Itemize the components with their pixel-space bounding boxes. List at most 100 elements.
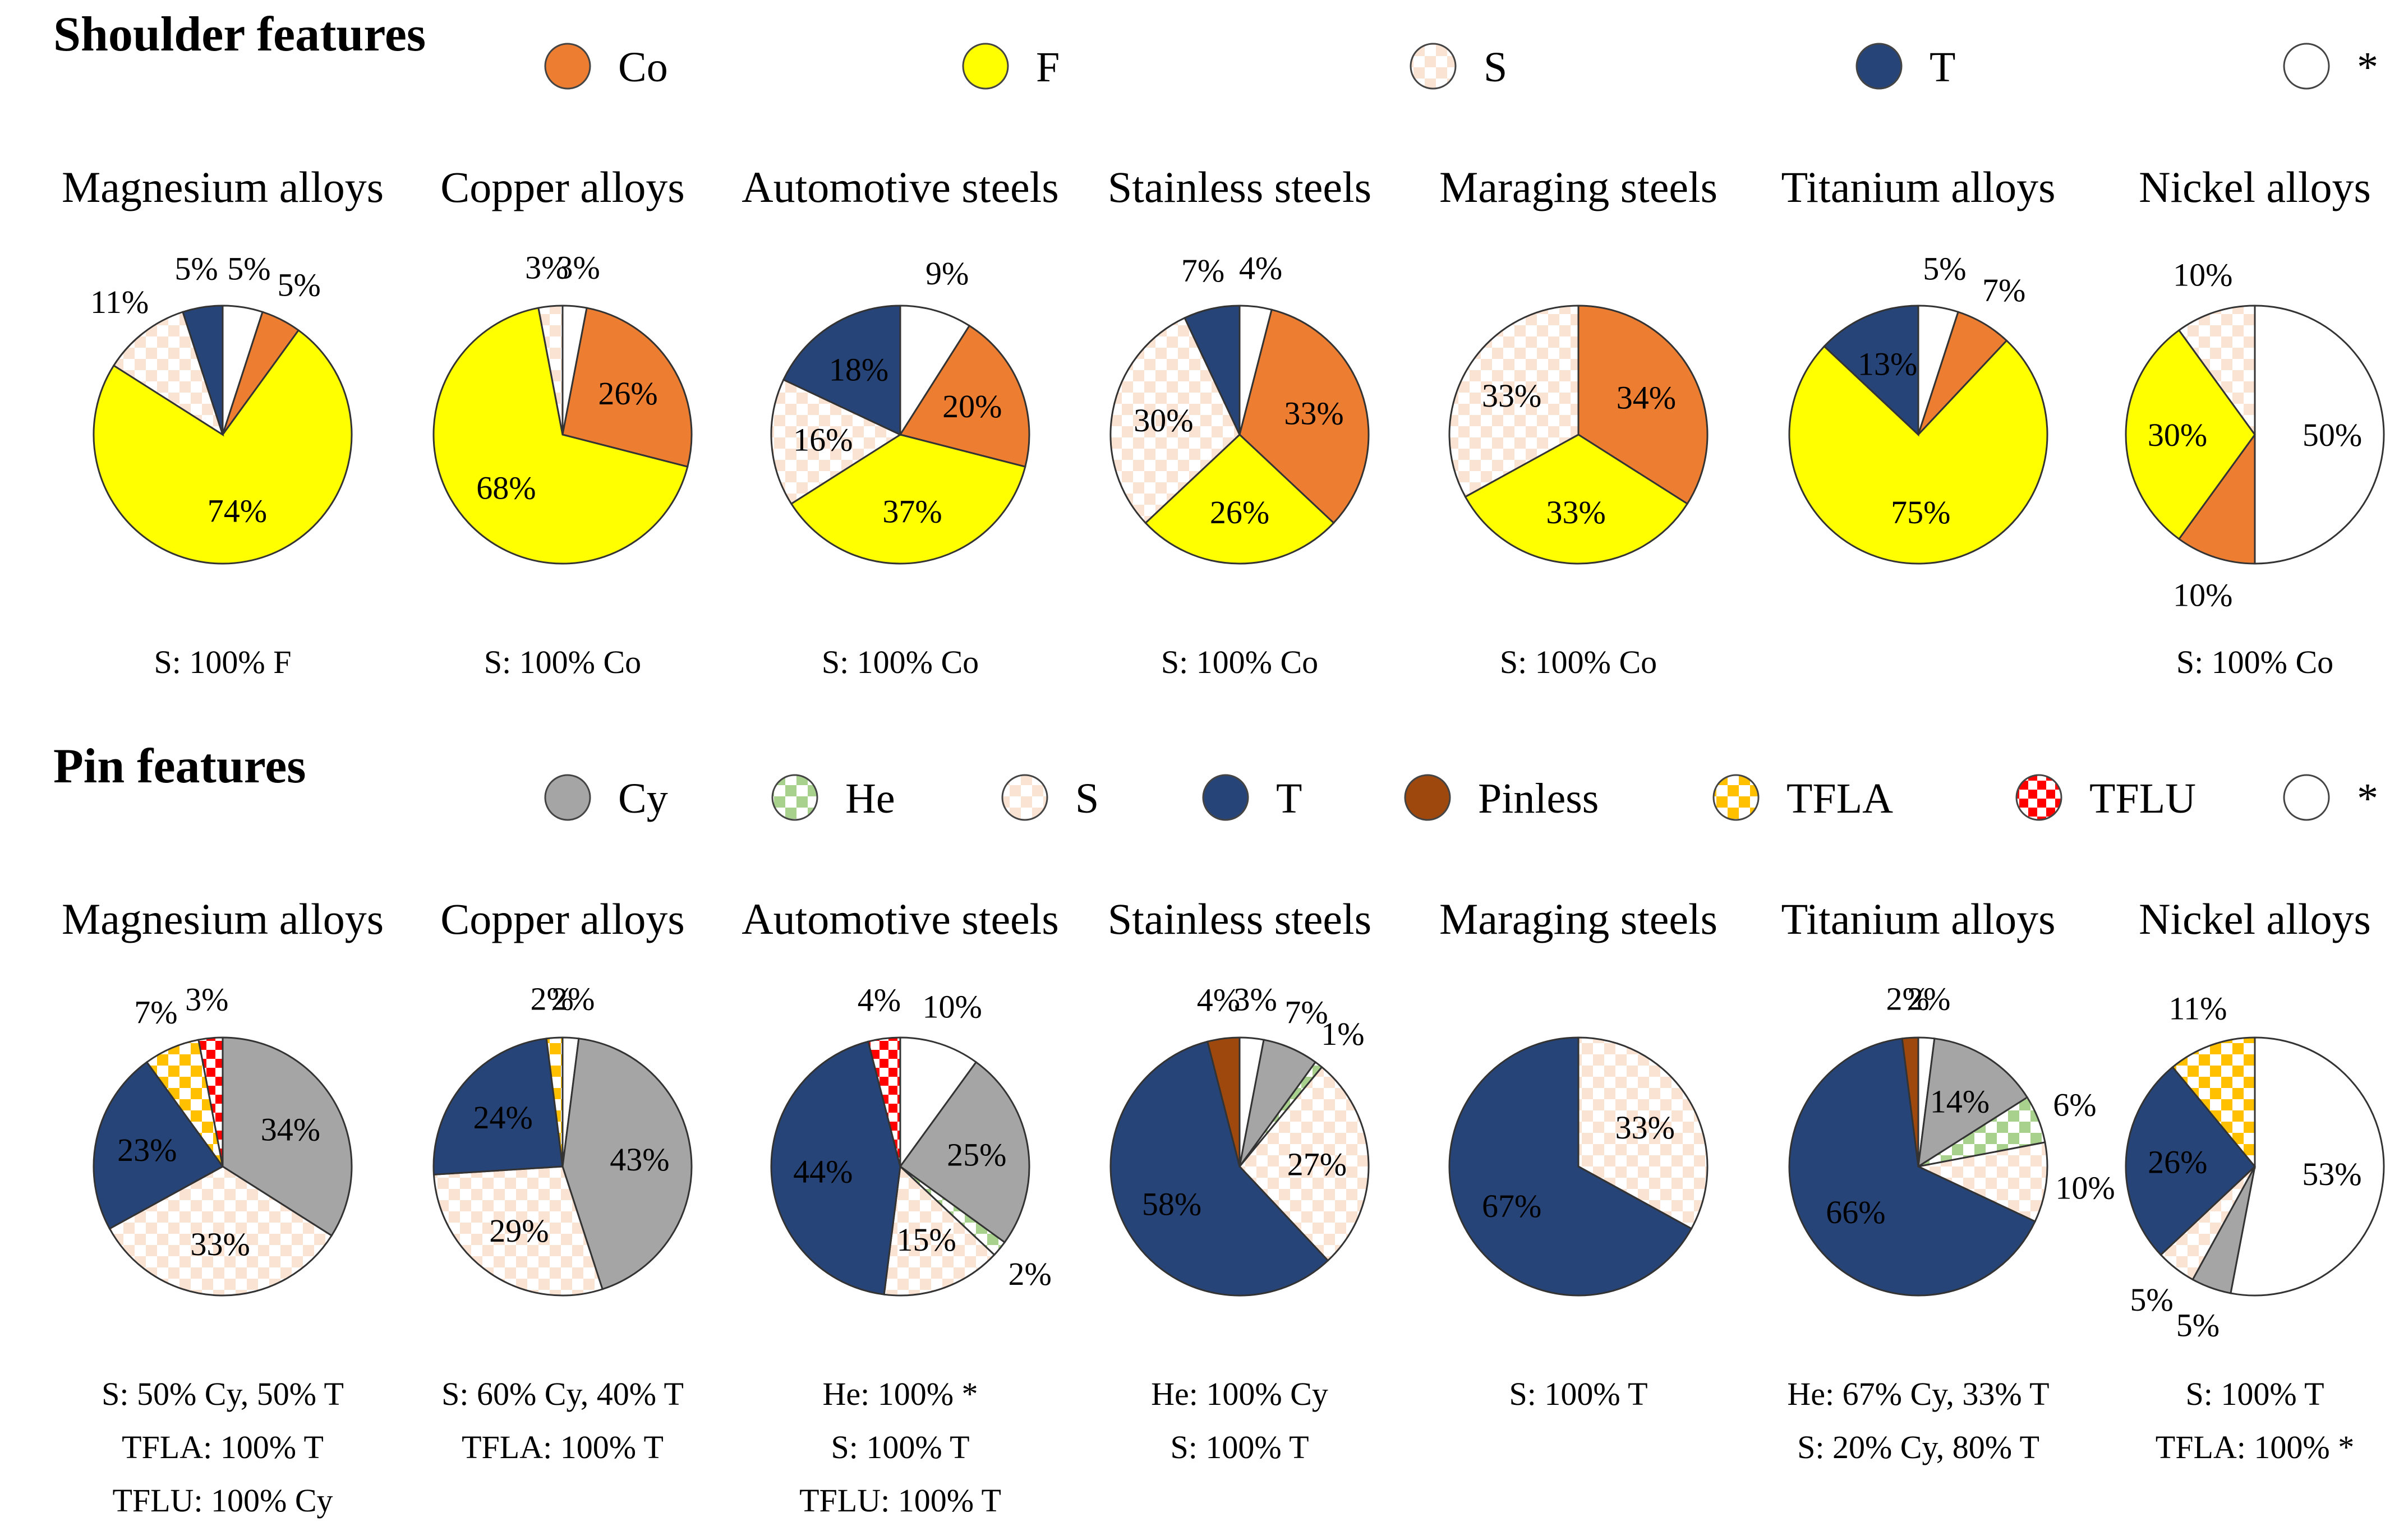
pie-label: 1% [1321,1016,1364,1052]
pie-slice-cy [561,1038,693,1290]
pie-note: S: 20% Cy, 80% T [1797,1429,2039,1465]
pie-label: 3% [525,249,568,285]
pin-heading: Pin features [53,739,306,794]
legend-label-s: S [1075,775,1099,822]
pie-note: TFLU: 100% T [799,1482,1001,1519]
pie-pin-stainless-steels: Stainless steels 3% 7%1% 27% 58% 4% He: 100% C… [1108,895,1371,1465]
pie-label: 33% [1615,1109,1675,1146]
pie-slice-s [1915,1141,2048,1223]
pie-label: 5% [278,267,321,303]
pie-slice-s [112,311,224,437]
pie-label: 67% [1482,1188,1541,1224]
pie-label: 11% [90,284,149,320]
pie-label: 18% [829,352,888,388]
pie-slice-s [1577,1036,1709,1230]
pie-note: He: 100% * [822,1376,978,1412]
pie-label: 53% [2302,1156,2361,1192]
legend-swatch-star [2283,43,2330,90]
pie-shoulder-stainless-steels: Stainless steels 4% 33% 26% 30% 7% S: 100% Co [1108,163,1371,680]
pie-slice-t [1448,1036,1693,1297]
pie-pin-copper-alloys: Copper alloys 2% 43% 29% 24% 2% S: 60% Cy, 40%… [432,895,693,1465]
pie-note: S: 100% Co [1500,644,1657,680]
pie-slice-star [899,305,971,438]
legend-item-f: F [962,43,1060,91]
pie-slice-t [1823,305,1919,437]
pie-title: Nickel alloys [2139,163,2371,211]
pie-label: 23% [117,1132,177,1168]
pie-note: S: 100% Co [2176,644,2333,680]
pie-pin-automotive-steels: Automotive steels 10% 25% 2% 15% 44% 4% He: 100… [742,895,1058,1519]
pie-title: Titanium alloys [1781,163,2055,211]
pie-label: 7% [134,994,177,1031]
legend-item-cy: Cy [544,774,668,822]
pie-note: S: 60% Cy, 40% T [441,1376,684,1412]
pie-shoulder-automotive-steels: Automotive steels 9% 20% 37% 16% 18% S: 100% C… [742,163,1058,680]
pie-shoulder-titanium-alloys: Titanium alloys 5% 7% 75% 13% [1781,163,2056,565]
pie-label: 74% [208,493,267,529]
pie-label: 30% [2148,417,2207,453]
legend-swatch-cy [544,774,591,821]
pie-slice-t [432,1038,564,1176]
pie-label: 43% [610,1141,669,1178]
legend-label-f: F [1036,44,1060,91]
pie-slice-tfla [2171,1036,2256,1169]
legend-label-s: S [1484,44,1507,91]
pie-label: 66% [1826,1194,1885,1230]
pie-slice-tflu [197,1036,224,1167]
pie-note: S: 100% Co [822,644,979,680]
pie-label: 2% [551,981,595,1017]
legend-swatch-co [544,43,591,90]
pie-slice-tfla [545,1036,564,1167]
pie-label: 7% [1181,252,1224,289]
pie-label: 33% [1284,395,1343,432]
pin-legend: Cy He S T Pinless TFLA TFLU * [544,774,2378,822]
legend-label-pinless: Pinless [1478,775,1599,822]
pie-label: 15% [897,1221,956,1258]
legend-item-t: T [1855,43,1955,91]
legend-item-he: He [771,774,895,822]
pie-label: 26% [2148,1144,2207,1180]
pie-label: 10% [923,989,982,1025]
pie-label: 26% [1210,494,1269,531]
pie-slice-t [1788,1038,2037,1297]
pie-slice-co [2177,432,2256,565]
pie-slice-star [899,1036,978,1169]
legend-item-star: * [2283,774,2378,822]
pie-label: 2% [531,981,574,1017]
pie-title: Copper alloys [440,163,684,211]
pie-note: TFLA: 100% * [2156,1429,2354,1465]
pie-title: Magnesium alloys [62,163,384,211]
pie-label: 4% [858,981,901,1018]
pie-slice-co [561,307,693,468]
legend-label-star: * [2357,44,2378,91]
legend-item-t: T [1202,774,1302,822]
pie-pin-nickel-alloys: Nickel alloys 53% 5%5% 26% 11% S: 100% T TFLA:… [2125,895,2385,1465]
legend-swatch-f [962,43,1009,90]
pie-note: He: 67% Cy, 33% T [1787,1376,2049,1412]
pie-slice-cy [1238,1039,1317,1167]
legend-swatch-t [1855,43,1903,90]
pie-label: 75% [1891,494,1950,531]
pie-note: S: 100% T [2185,1376,2324,1412]
pie-label: 33% [1546,494,1606,531]
pie-label: 68% [476,470,536,506]
pie-label: 7% [1982,272,2025,308]
legend-swatch-s [1410,43,1457,90]
pie-slice-t [1109,1040,1329,1297]
pie-pin-magnesium-alloys: Magnesium alloys 34% 33% 23% 7% 3% S: 50% Cy, … [62,895,384,1519]
pie-label: 3% [1234,981,1277,1017]
legend-item-star: * [2283,43,2378,91]
legend-swatch-pinless [1404,774,1451,821]
pie-slice-s [537,305,564,435]
pie-label: 7% [1284,994,1328,1031]
pie-label: 5% [1923,251,1966,287]
legend-item-s: S [1001,774,1099,822]
pie-note: TFLU: 100% Cy [112,1482,333,1519]
pie-shoulder-nickel-alloys: Nickel alloys 50% 10% 30% 10% S: 100% Co [2125,163,2385,680]
pie-label: 37% [882,493,942,529]
pie-note: He: 100% Cy [1151,1376,1328,1412]
legend-label-cy: Cy [618,775,668,822]
